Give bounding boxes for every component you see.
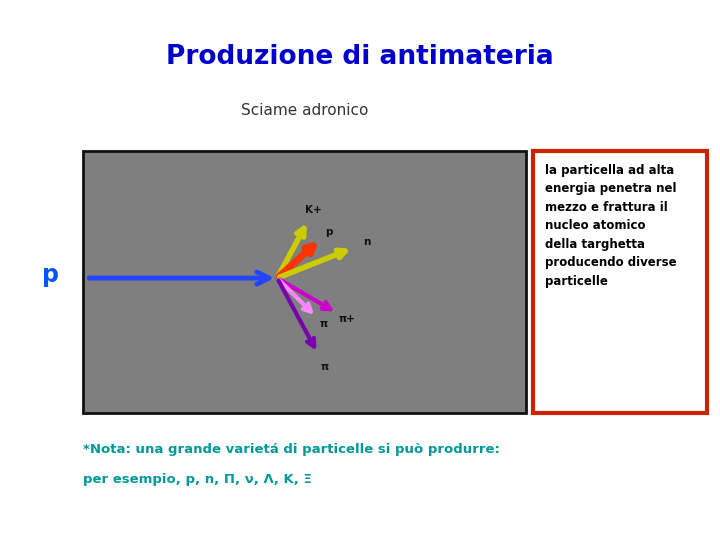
Text: Produzione di antimateria: Produzione di antimateria	[166, 44, 554, 70]
Text: n: n	[364, 237, 371, 247]
Text: π: π	[319, 319, 328, 329]
FancyBboxPatch shape	[533, 151, 707, 413]
Text: la particella ad alta
energia penetra nel
mezzo e frattura il
nucleo atomico
del: la particella ad alta energia penetra ne…	[545, 164, 677, 288]
Text: *Nota: una grande varietá di particelle si può produrre:: *Nota: una grande varietá di particelle …	[83, 443, 500, 456]
Text: p: p	[42, 264, 59, 287]
Text: per esempio, p, n, Π, ν, Λ, K, Ξ: per esempio, p, n, Π, ν, Λ, K, Ξ	[83, 473, 312, 486]
FancyBboxPatch shape	[83, 151, 526, 413]
Text: K+: K+	[305, 205, 322, 215]
Text: π+: π+	[339, 314, 356, 325]
Text: Sciame adronico: Sciame adronico	[240, 103, 368, 118]
Text: π: π	[321, 362, 329, 372]
Text: p: p	[325, 227, 333, 237]
